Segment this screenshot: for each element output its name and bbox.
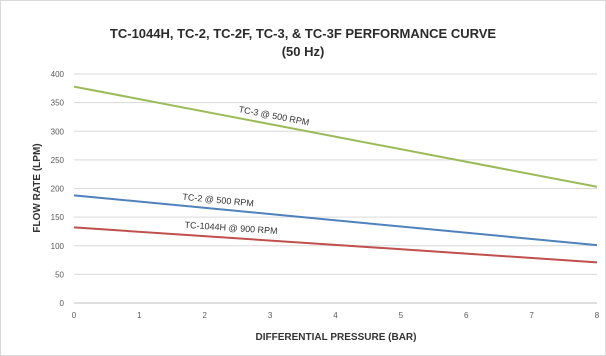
x-tick-label: 5 xyxy=(399,311,404,320)
series-line xyxy=(73,85,598,188)
x-tick-label: 7 xyxy=(529,311,534,320)
y-tick-label: 400 xyxy=(51,70,65,79)
x-tick-label: 1 xyxy=(137,311,142,320)
x-axis-ticks: 0 1 2 3 4 5 6 7 8 xyxy=(72,311,600,320)
series-line xyxy=(73,226,598,264)
series-lines xyxy=(73,85,598,264)
x-axis-title: DIFFERENTIAL PRESSURE (BAR) xyxy=(256,332,417,343)
chart-title: TC-1044H, TC-2, TC-2F, TC-3, & TC-3F PER… xyxy=(109,26,497,41)
y-axis-title: FLOW RATE (LPM) xyxy=(32,143,43,232)
y-tick-label: 300 xyxy=(51,127,65,136)
x-tick-label: 6 xyxy=(464,311,469,320)
series-line xyxy=(73,194,598,247)
y-tick-label: 0 xyxy=(60,299,65,308)
y-tick-label: 100 xyxy=(51,242,65,251)
gridlines xyxy=(74,73,597,304)
x-tick-label: 8 xyxy=(595,311,600,320)
x-tick-label: 2 xyxy=(203,311,208,320)
y-tick-label: 350 xyxy=(51,99,65,108)
chart-subtitle: (50 Hz) xyxy=(281,44,325,59)
y-axis-ticks: 0 50 100 150 200 250 300 350 400 xyxy=(51,70,65,308)
y-tick-label: 50 xyxy=(55,270,64,279)
y-tick-label: 150 xyxy=(51,213,65,222)
series-label: TC-1044H @ 900 RPM xyxy=(184,220,278,236)
x-tick-label: 3 xyxy=(268,311,273,320)
x-tick-label: 0 xyxy=(72,311,77,320)
y-tick-label: 250 xyxy=(51,156,65,165)
y-tick-label: 200 xyxy=(51,185,65,194)
x-tick-label: 4 xyxy=(333,311,338,320)
